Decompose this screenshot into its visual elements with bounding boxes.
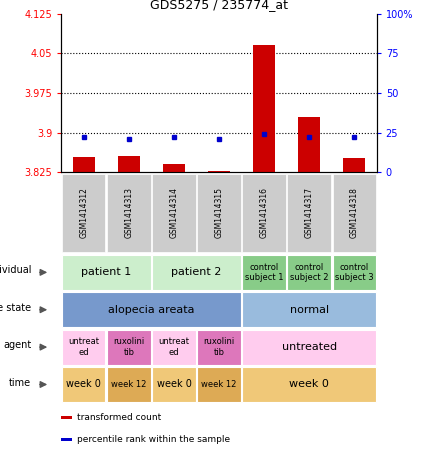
Text: control
subject 3: control subject 3 bbox=[335, 263, 374, 282]
Text: alopecia areata: alopecia areata bbox=[108, 305, 194, 315]
Bar bbox=[107, 367, 151, 402]
Bar bbox=[242, 329, 376, 365]
Bar bbox=[118, 156, 140, 172]
Bar bbox=[73, 157, 95, 172]
Bar bbox=[287, 255, 331, 290]
Bar bbox=[62, 255, 151, 290]
Bar bbox=[107, 329, 151, 365]
Text: ruxolini
tib: ruxolini tib bbox=[203, 337, 235, 357]
Text: control
subject 2: control subject 2 bbox=[290, 263, 328, 282]
Bar bbox=[152, 329, 196, 365]
Bar bbox=[62, 329, 106, 365]
Bar bbox=[62, 367, 106, 402]
Text: ruxolini
tib: ruxolini tib bbox=[113, 337, 145, 357]
Text: untreat
ed: untreat ed bbox=[159, 337, 190, 357]
Title: GDS5275 / 235774_at: GDS5275 / 235774_at bbox=[150, 0, 288, 11]
Text: transformed count: transformed count bbox=[77, 413, 161, 422]
Text: GSM1414313: GSM1414313 bbox=[124, 188, 134, 238]
Bar bbox=[332, 174, 376, 252]
Text: GSM1414316: GSM1414316 bbox=[260, 188, 268, 238]
Text: week 0: week 0 bbox=[67, 380, 101, 390]
Bar bbox=[152, 174, 196, 252]
Text: percentile rank within the sample: percentile rank within the sample bbox=[77, 435, 230, 444]
Bar bbox=[107, 174, 151, 252]
Text: time: time bbox=[9, 378, 32, 388]
Text: GSM1414318: GSM1414318 bbox=[350, 188, 359, 238]
Bar bbox=[61, 438, 72, 441]
Bar bbox=[253, 45, 276, 172]
Bar bbox=[152, 255, 240, 290]
Bar bbox=[242, 174, 286, 252]
Text: week 12: week 12 bbox=[111, 380, 147, 389]
Bar bbox=[343, 159, 365, 172]
Bar bbox=[152, 367, 196, 402]
Bar bbox=[62, 292, 240, 328]
Text: GSM1414317: GSM1414317 bbox=[304, 188, 314, 238]
Text: week 12: week 12 bbox=[201, 380, 237, 389]
Text: untreat
ed: untreat ed bbox=[68, 337, 99, 357]
Text: week 0: week 0 bbox=[156, 380, 191, 390]
Text: GSM1414315: GSM1414315 bbox=[215, 188, 223, 238]
Bar bbox=[208, 171, 230, 172]
Text: week 0: week 0 bbox=[289, 380, 329, 390]
Text: agent: agent bbox=[3, 340, 32, 350]
Bar bbox=[287, 174, 331, 252]
Text: control
subject 1: control subject 1 bbox=[245, 263, 283, 282]
Bar bbox=[242, 367, 376, 402]
Bar bbox=[198, 367, 240, 402]
Text: disease state: disease state bbox=[0, 303, 32, 313]
Bar bbox=[61, 416, 72, 419]
Bar bbox=[242, 255, 286, 290]
Text: normal: normal bbox=[290, 305, 328, 315]
Text: patient 2: patient 2 bbox=[171, 267, 222, 277]
Text: patient 1: patient 1 bbox=[81, 267, 131, 277]
Text: untreated: untreated bbox=[282, 342, 337, 352]
Bar bbox=[332, 255, 376, 290]
Text: GSM1414312: GSM1414312 bbox=[79, 188, 88, 238]
Bar bbox=[298, 117, 320, 172]
Bar bbox=[62, 174, 106, 252]
Text: GSM1414314: GSM1414314 bbox=[170, 188, 178, 238]
Bar bbox=[242, 292, 376, 328]
Bar bbox=[198, 174, 240, 252]
Bar bbox=[198, 329, 240, 365]
Text: individual: individual bbox=[0, 265, 32, 275]
Bar bbox=[162, 164, 185, 172]
